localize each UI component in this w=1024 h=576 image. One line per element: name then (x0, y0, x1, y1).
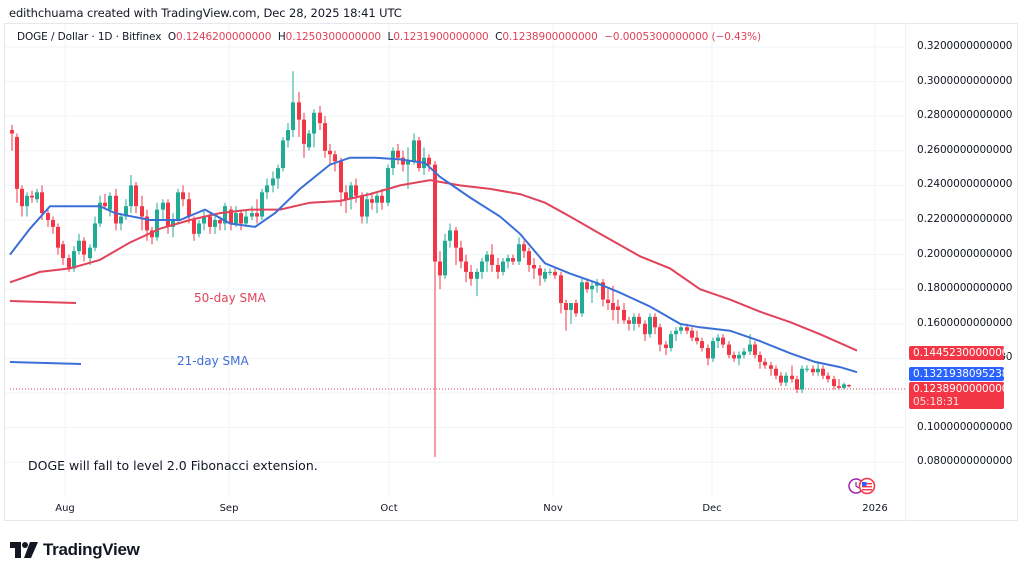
tradingview-logo-text: TradingView (43, 540, 140, 559)
close-value: 0.1238900000000 (502, 31, 598, 43)
high-value: 0.1250300000000 (285, 31, 382, 43)
price-axis-label: 0.0800000000000 (917, 455, 1013, 468)
last-price-value: 0.1238900000000 (913, 383, 1009, 395)
chart-frame (4, 23, 1018, 521)
price-axis-label: 0.1800000000000 (917, 282, 1013, 295)
time-axis-label: Nov (543, 503, 563, 514)
tradingview-logo-icon (10, 542, 38, 558)
time-axis-label: Sep (219, 503, 239, 514)
chart-credit: edithchuama created with TradingView.com… (9, 6, 402, 20)
grid-lines (5, 24, 905, 497)
sma21-legend-line (9, 361, 82, 365)
time-axis-label: 2026 (862, 503, 888, 514)
price-axis-label: 0.2000000000000 (917, 247, 1013, 260)
time-axis-label: Dec (702, 503, 722, 514)
low-label: L (387, 31, 394, 43)
price-axis-separator (905, 23, 906, 521)
sma50-annotation: 50-day SMA (194, 291, 266, 305)
last-price-tag: 0.1238900000000 05:18:31 (909, 382, 1009, 409)
sma50-price-tag: 0.1445230000000 (909, 346, 1008, 360)
price-axis-label: 0.3200000000000 (917, 40, 1013, 52)
high-label: H (277, 31, 286, 43)
price-axis-label: 0.2600000000000 (917, 143, 1013, 156)
sma50-legend-line (9, 300, 77, 304)
price-axis-label: 0.2400000000000 (917, 178, 1013, 191)
ohlc-legend: DOGE / Dollar · 1D · Bitfinex O0.1246200… (17, 31, 761, 43)
fibonacci-note: DOGE will fall to level 2.0 Fibonacci ex… (28, 458, 318, 473)
close-label: C (495, 31, 503, 43)
tradingview-logo[interactable]: TradingView (10, 540, 140, 560)
price-axis-label: 0.1000000000000 (917, 420, 1013, 433)
bar-countdown: 05:18:31 (913, 396, 960, 408)
price-axis-label: 0.3000000000000 (917, 74, 1013, 87)
time-axis-label: Aug (55, 503, 75, 514)
sma21-price-tag: 0.1321938095238 (909, 367, 1008, 381)
open-value: 0.1246200000000 (175, 31, 272, 43)
low-value: 0.1231900000000 (393, 31, 489, 43)
open-label: O (167, 31, 176, 43)
sma21-line (9, 156, 858, 374)
symbol-label[interactable]: DOGE / Dollar · 1D · Bitfinex (17, 31, 162, 43)
sma50-line (9, 179, 858, 352)
time-axis-label: Oct (380, 503, 398, 514)
sma21-annotation: 21-day SMA (177, 354, 249, 368)
price-axis-label: 0.1600000000000 (917, 316, 1013, 329)
change-value: −0.0005300000000 (−0.43%) (604, 31, 762, 43)
economic-events-icon[interactable] (847, 477, 879, 495)
price-axis-label: 0.2800000000000 (917, 109, 1013, 122)
candles (10, 71, 851, 458)
price-axis-label: 0.2200000000000 (917, 213, 1013, 225)
